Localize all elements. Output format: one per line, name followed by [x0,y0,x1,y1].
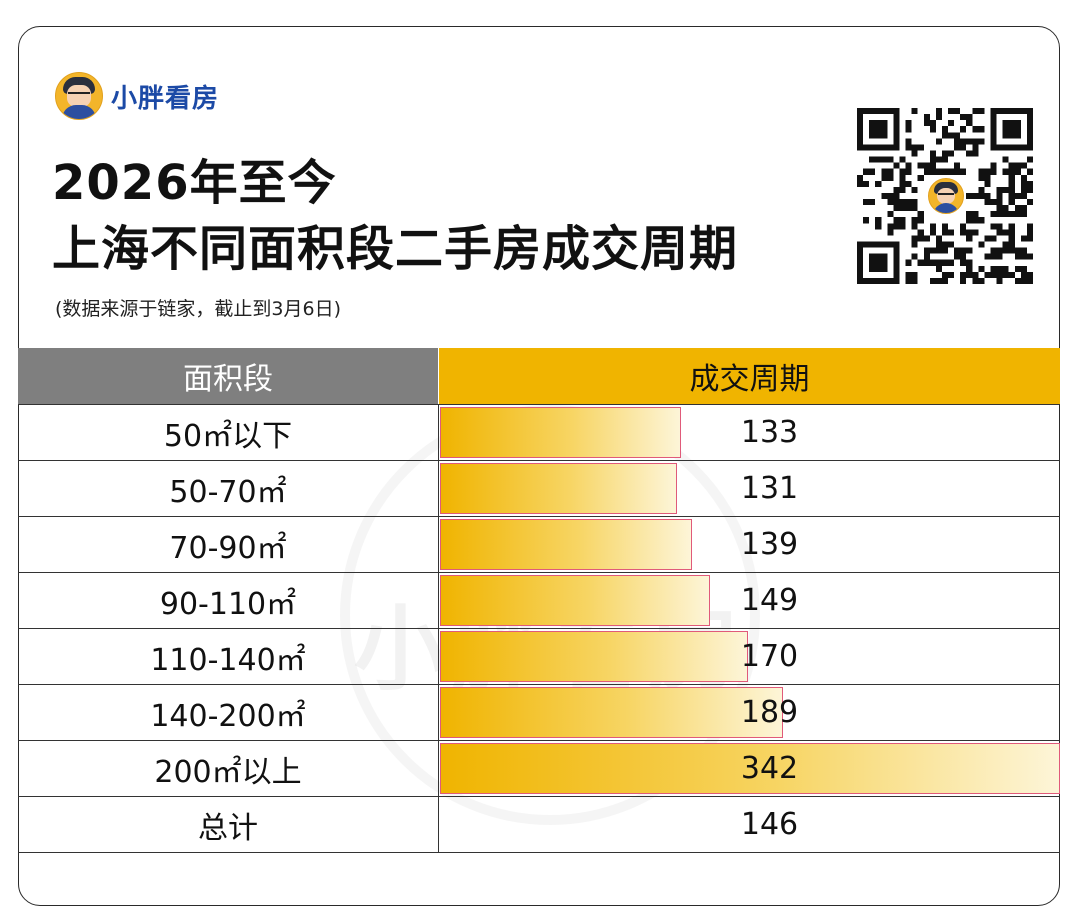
cycle-cell: 170 [438,628,1060,685]
value-label: 189 [740,695,799,730]
cycle-cell: 139 [438,516,1060,573]
bar [440,407,681,458]
area-label: 70-90㎡ [18,516,439,573]
cycle-cell: 133 [438,404,1060,461]
cycle-cell: 189 [438,684,1060,741]
area-label: 140-200㎡ [18,684,439,741]
column-header-cycle: 成交周期 [438,348,1060,405]
area-label: 90-110㎡ [18,572,439,629]
avatar-icon [55,72,103,120]
table-row: 50-70㎡ 131 [18,460,1060,517]
cycle-cell: 342 [438,740,1060,797]
bar [440,743,1060,794]
table-row: 70-90㎡ 139 [18,516,1060,573]
value-label: 131 [740,471,799,506]
value-label: 170 [740,639,799,674]
qr-code-icon [857,108,1033,284]
data-source-note: (数据来源于链家，截止到3月6日) [55,298,342,320]
table-row: 90-110㎡ 149 [18,572,1060,629]
table-row: 200㎡以上 342 [18,740,1060,797]
total-row: 总计 146 [18,796,1060,853]
cycle-cell: 131 [438,460,1060,517]
value-label: 133 [740,415,799,450]
title-line-1: 2026年至今 [52,155,337,211]
title-line-2: 上海不同面积段二手房成交周期 [52,221,739,277]
column-header-area: 面积段 [18,348,439,405]
bar [440,575,710,626]
bar [440,687,783,738]
data-table: 面积段 成交周期 50㎡以下 133 50-70㎡ 131 70-90㎡ 139 90-11… [18,348,1060,853]
total-value: 146 [740,807,799,842]
total-label: 总计 [18,796,439,853]
area-label: 110-140㎡ [18,628,439,685]
table-header-row: 面积段 成交周期 [18,348,1060,405]
qr-avatar-icon [928,178,964,214]
table-row: 50㎡以下 133 [18,404,1060,461]
table-row: 140-200㎡ 189 [18,684,1060,741]
cycle-cell: 149 [438,572,1060,629]
brand-logo: 小胖看房 [55,72,219,120]
bar [440,519,692,570]
page-title: 2026年至今 上海不同面积段二手房成交周期 [52,150,738,282]
area-label: 200㎡以上 [18,740,439,797]
value-label: 149 [740,583,799,618]
bar [440,631,748,682]
area-label: 50㎡以下 [18,404,439,461]
brand-name: 小胖看房 [111,83,220,114]
bar [440,463,677,514]
area-label: 50-70㎡ [18,460,439,517]
value-label: 139 [740,527,799,562]
table-row: 110-140㎡ 170 [18,628,1060,685]
total-cell: 146 [438,796,1060,853]
value-label: 342 [740,751,799,786]
